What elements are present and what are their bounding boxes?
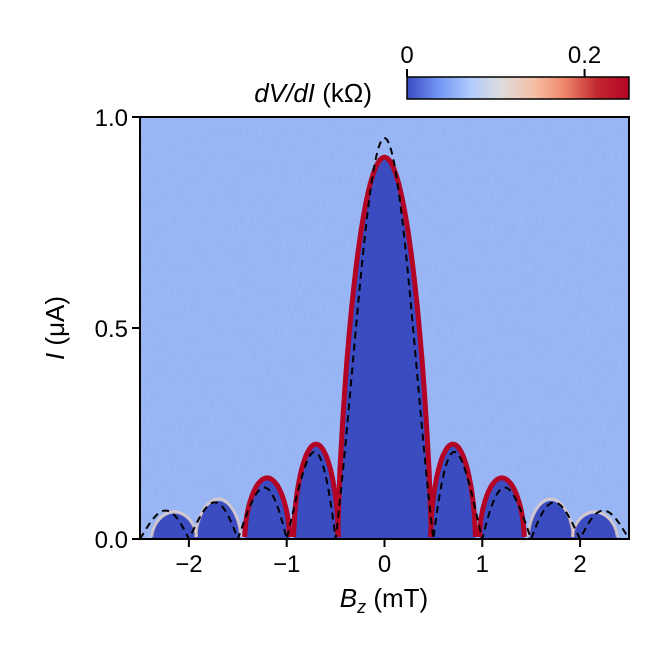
colorbar: 0 0.2 dV/dI (kΩ) [254,42,630,108]
peak-ridge-6 [526,497,575,538]
heatmap [140,117,629,539]
lobe-7 [151,513,197,539]
colorbar-tick-label: 0 [400,42,413,69]
peak-ridge-8 [570,510,619,538]
resistance-peaks [150,154,619,538]
fraunhofer-fit-curve [140,137,629,539]
peak-ridge-1 [291,441,341,538]
plot-area: −2 −1 0 1 2 0.0 0.5 1.0 [95,105,630,578]
colorbar-ticks: 0 0.2 [400,42,601,77]
x-tick-label: 2 [573,551,586,578]
y-tick-label: 1.0 [95,105,128,132]
peak-ridge-7 [150,510,199,538]
x-tick-label: −2 [175,551,202,578]
lobe-6 [528,501,574,539]
x-tick-label: 1 [476,551,489,578]
lobe-5 [195,501,241,539]
lobe-0 [337,159,432,539]
x-axis-label: Bz (mT) [340,583,428,617]
peak-ridge-3 [242,475,293,538]
y-tick-label: 0.5 [95,316,128,343]
peak-ridge-2 [428,441,478,538]
peak-ridge-0 [335,154,434,538]
y-tick-label: 0.0 [95,527,128,554]
x-tick-label: 0 [378,551,391,578]
x-tick-label: −1 [273,551,300,578]
colorbar-label: dV/dI (kΩ) [254,78,372,108]
y-axis-label: I (μA) [40,296,70,360]
colorbar-gradient [406,76,630,100]
colorbar-tick-label: 0.2 [568,42,601,69]
x-axis-ticks: −2 −1 0 1 2 [175,539,587,578]
peak-ridge-4 [476,475,527,538]
lobe-4 [479,479,525,539]
y-axis-ticks: 0.0 0.5 1.0 [95,105,140,554]
lobe-1 [293,446,339,539]
